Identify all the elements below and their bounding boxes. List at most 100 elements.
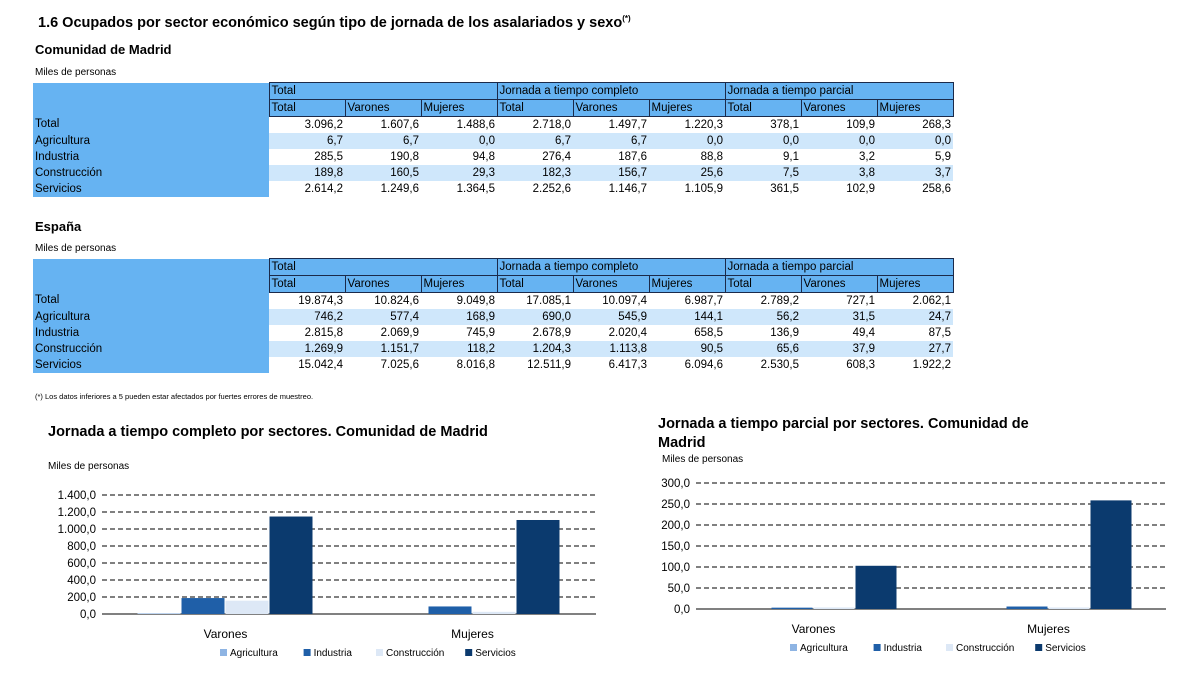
table-cell: 90,5 (649, 341, 725, 357)
table-cell: 12.511,9 (527, 358, 571, 371)
table-cell: 0,0 (725, 133, 801, 149)
y-tick-label: 150,0 (661, 541, 690, 553)
table-cell: 19.874,3 (298, 294, 343, 307)
table-row: Industria 2.815,8 2.069,9 745,9 2.678,9 2.020… (33, 325, 953, 341)
table-cell: 577,4 (345, 309, 421, 325)
header-corner (33, 82, 269, 100)
table-cell: 24,7 (877, 309, 953, 325)
table-cell: 15.042,4 (298, 358, 343, 371)
y-tick-label: 200,0 (661, 520, 690, 532)
y-tick-label: 1.000,0 (58, 524, 96, 536)
row-label: Industria (33, 149, 269, 165)
y-tick-label: 600,0 (67, 558, 96, 570)
table-cell: 6.094,6 (684, 358, 723, 371)
title-footnote-mark: (*) (622, 14, 631, 23)
bar-agricultura (137, 613, 181, 614)
bar-servicios (855, 565, 897, 609)
chart1-title: Jornada a tiempo completo por sectores. … (48, 424, 488, 440)
legend-swatch (465, 649, 473, 656)
y-tick-label: 300,0 (661, 478, 690, 490)
table-cell: 56,2 (725, 309, 801, 325)
table-cell: 109,9 (846, 118, 875, 131)
table-cell: 0,0 (421, 133, 497, 149)
group-header: Jornada a tiempo parcial (724, 258, 954, 276)
bar-construcción (1048, 607, 1090, 609)
table-cell: 102,9 (846, 182, 875, 195)
table-cell: 1.488,6 (456, 118, 495, 131)
y-tick-label: 1.400,0 (58, 490, 96, 502)
group-header: Jornada a tiempo completo (496, 82, 726, 100)
bar-industria (1006, 606, 1048, 609)
sub-header: Total (496, 275, 574, 293)
sub-header: Varones (344, 99, 422, 117)
bar-construcción (472, 611, 516, 614)
sub-header: Varones (572, 275, 650, 293)
table-cell: 9.049,8 (456, 294, 495, 307)
table-cell: 268,3 (922, 118, 951, 131)
table-cell: 1.922,2 (912, 358, 951, 371)
header-corner (33, 258, 269, 276)
table-cell: 3.096,2 (304, 118, 343, 131)
table-cell: 10.824,6 (374, 294, 419, 307)
table-cell: 190,8 (390, 150, 419, 163)
sub-header: Mujeres (420, 99, 498, 117)
legend-label: Servicios (1045, 643, 1086, 654)
table-cell: 1.146,7 (608, 182, 647, 195)
table-cell: 3,2 (859, 150, 875, 163)
table-cell: 276,4 (542, 150, 571, 163)
table-cell: 6,7 (345, 133, 421, 149)
legend-label: Construcción (386, 648, 444, 659)
table-cell: 2.789,2 (760, 294, 799, 307)
bar-industria (181, 598, 225, 614)
table-cell: 1.105,9 (684, 182, 723, 195)
bar-construcción (225, 600, 269, 614)
footnote: (*) Los datos inferiores a 5 pueden esta… (35, 392, 314, 401)
sub-header: Varones (572, 99, 650, 117)
sub-header: Varones (800, 275, 878, 293)
table-row: Agricultura 746,2 577,4 168,9 690,0 545,9 144,… (33, 309, 953, 325)
sub-header: Total (268, 99, 346, 117)
row-label: Agricultura (33, 133, 269, 149)
table-cell: 1.607,6 (380, 118, 419, 131)
table-cell: 745,9 (466, 326, 495, 339)
y-tick-label: 50,0 (668, 583, 690, 595)
bar-servicios (269, 516, 313, 614)
row-label: Agricultura (33, 309, 269, 325)
table-cell: 6,7 (269, 133, 345, 149)
table-cell: 690,0 (497, 309, 573, 325)
chart1-unit: Miles de personas (48, 461, 130, 472)
legend-label: Construcción (956, 643, 1014, 654)
table-cell: 545,9 (573, 309, 649, 325)
bar-servicios (516, 519, 560, 614)
table-cell: 1.364,5 (456, 182, 495, 195)
group-header: Total (268, 258, 498, 276)
table-cell: 3,7 (877, 165, 953, 181)
table-cell: 2.252,6 (532, 182, 571, 195)
row-label: Industria (33, 325, 269, 341)
table-cell: 2.069,9 (380, 326, 419, 339)
table-cell: 0,0 (877, 133, 953, 149)
legend-swatch (303, 649, 311, 656)
table-cell: 25,6 (649, 165, 725, 181)
chart2-title: Jornada a tiempo parcial por sectores. C… (658, 416, 1029, 451)
chart2-unit: Miles de personas (662, 454, 744, 465)
legend-label: Agricultura (800, 643, 848, 654)
row-label: Total (33, 292, 269, 309)
table-cell: 65,6 (725, 341, 801, 357)
table-cell: 5,9 (935, 150, 951, 163)
table-cell: 49,4 (852, 326, 875, 339)
row-label: Total (33, 116, 269, 133)
table-cell: 187,6 (618, 150, 647, 163)
madrid-units: Miles de personas (35, 67, 117, 78)
sub-header: Mujeres (876, 99, 954, 117)
table-cell: 608,3 (846, 358, 875, 371)
legend-swatch (220, 649, 227, 656)
table-row: Construcción 1.269,9 1.151,7 118,2 1.204,3 1.… (33, 341, 953, 357)
y-tick-label: 0,0 (674, 604, 690, 616)
table-cell: 27,7 (877, 341, 953, 357)
row-label: Construcción (33, 341, 269, 357)
table-cell: 37,9 (801, 341, 877, 357)
table-cell: 2.530,5 (760, 358, 799, 371)
table-row: Agricultura 6,7 6,7 0,0 6,7 6,7 0,0 0,0 0,0 0,0 (33, 133, 953, 149)
table-cell: 2.815,8 (304, 326, 343, 339)
